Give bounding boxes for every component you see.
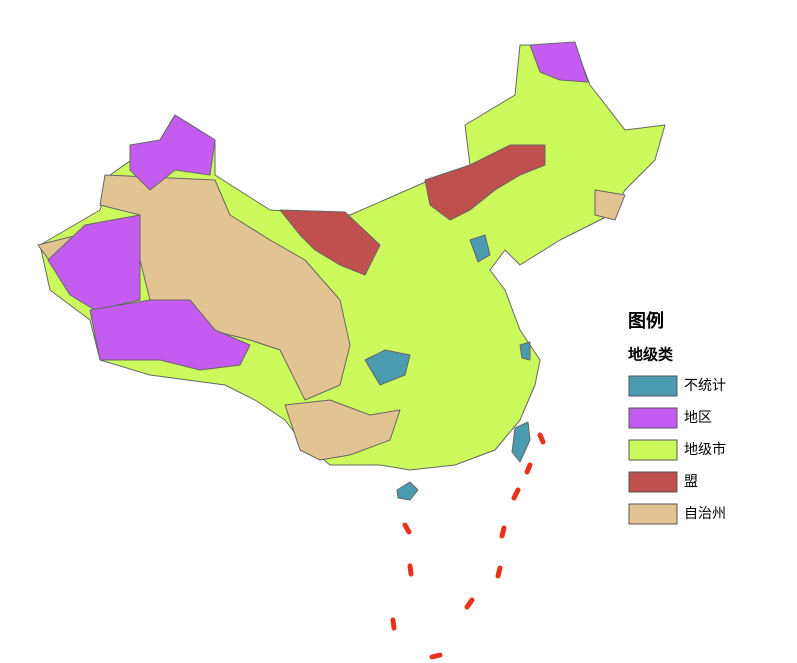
region-area: [47, 214, 141, 311]
region-league: [424, 144, 546, 221]
boundary-dashes: [390, 432, 546, 660]
region-unlisted: [511, 421, 531, 463]
region-autonomous-prefecture: [594, 189, 626, 221]
legend-swatch: [628, 503, 678, 525]
legend-subtitle: 地级类: [628, 346, 674, 364]
legend-swatch: [628, 407, 678, 429]
legend-label: 盟: [684, 474, 698, 490]
region-league: [279, 209, 381, 276]
region-area: [129, 114, 216, 191]
region-unlisted: [469, 234, 491, 263]
legend-label: 地级市: [684, 441, 726, 458]
legend-label: 自治州: [684, 506, 726, 522]
legend-label: 地区: [684, 410, 712, 426]
region-area: [529, 41, 589, 83]
map: [37, 41, 666, 660]
legend-swatch: [628, 471, 678, 493]
legend-label: 不统计: [684, 378, 726, 394]
region-area: [89, 299, 251, 371]
region-autonomous-prefecture: [284, 399, 401, 461]
legend-swatch: [628, 375, 678, 397]
region-unlisted: [364, 349, 411, 386]
region-unlisted: [396, 481, 419, 501]
legend-title: 图例: [628, 310, 664, 332]
legend-swatch: [628, 439, 678, 461]
region-unlisted: [519, 341, 531, 361]
